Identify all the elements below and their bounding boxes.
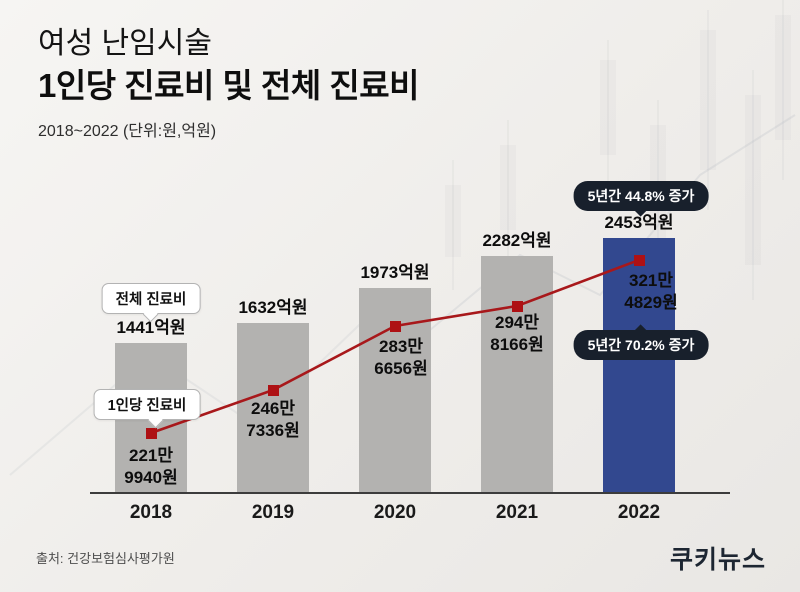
x-tick-2018: 2018: [129, 502, 173, 523]
badge-total-growth: 5년간 44.8% 증가: [573, 181, 709, 211]
per-person-value-label-2019: 246만 7336원: [246, 399, 300, 441]
line-marker-2019: [267, 384, 279, 396]
badge-per-person-growth-label: 5년간 70.2% 증가: [587, 337, 695, 353]
header: 여성 난임시술 1인당 진료비 및 전체 진료비 2018~2022 (단위:원…: [38, 24, 420, 141]
line-marker-2018: [145, 427, 157, 439]
line-marker-2020: [389, 320, 401, 332]
page-title-line2: 1인당 진료비 및 전체 진료비: [38, 66, 420, 104]
bar-value-label-2020: 1973억원: [360, 263, 430, 282]
per-person-value-label-2020: 283만 6656원: [374, 337, 428, 379]
bar-value-label-2021: 2282억원: [482, 231, 552, 250]
page-subtitle: 2018~2022 (단위:원,억원): [38, 123, 217, 141]
x-tick-2022: 2022: [617, 502, 661, 523]
x-tick-2021: 2021: [495, 502, 539, 523]
source-credit: 출처: 건강보험심사평가원: [36, 551, 175, 566]
callout-total-cost: 전체 진료비: [101, 283, 201, 322]
publisher-logo: 쿠키뉴스: [669, 546, 766, 574]
page-title-line1: 여성 난임시술: [38, 27, 212, 60]
callout-per-person-cost: 1인당 진료비: [93, 389, 201, 428]
callout-total-label: 전체 진료비: [115, 292, 187, 308]
badge-per-person-growth: 5년간 70.2% 증가: [573, 330, 709, 360]
bar-value-label-2019: 1632억원: [238, 298, 308, 317]
x-tick-2019: 2019: [251, 502, 295, 523]
bar-2021: [481, 256, 553, 493]
line-marker-2021: [511, 300, 523, 312]
callout-per-person-label: 1인당 진료비: [107, 398, 187, 414]
x-tick-2020: 2020: [373, 502, 417, 523]
per-person-value-label-2018: 221만 9940원: [124, 446, 178, 488]
bar-2020: [359, 288, 431, 493]
bar-value-label-2022: 2453억원: [604, 213, 674, 232]
x-axis-line: [90, 492, 730, 494]
per-person-value-label-2022: 321만 4829원: [624, 271, 678, 313]
line-marker-2022: [633, 254, 645, 266]
badge-total-growth-label: 5년간 44.8% 증가: [587, 188, 695, 204]
per-person-value-label-2021: 294만 8166원: [490, 313, 544, 355]
